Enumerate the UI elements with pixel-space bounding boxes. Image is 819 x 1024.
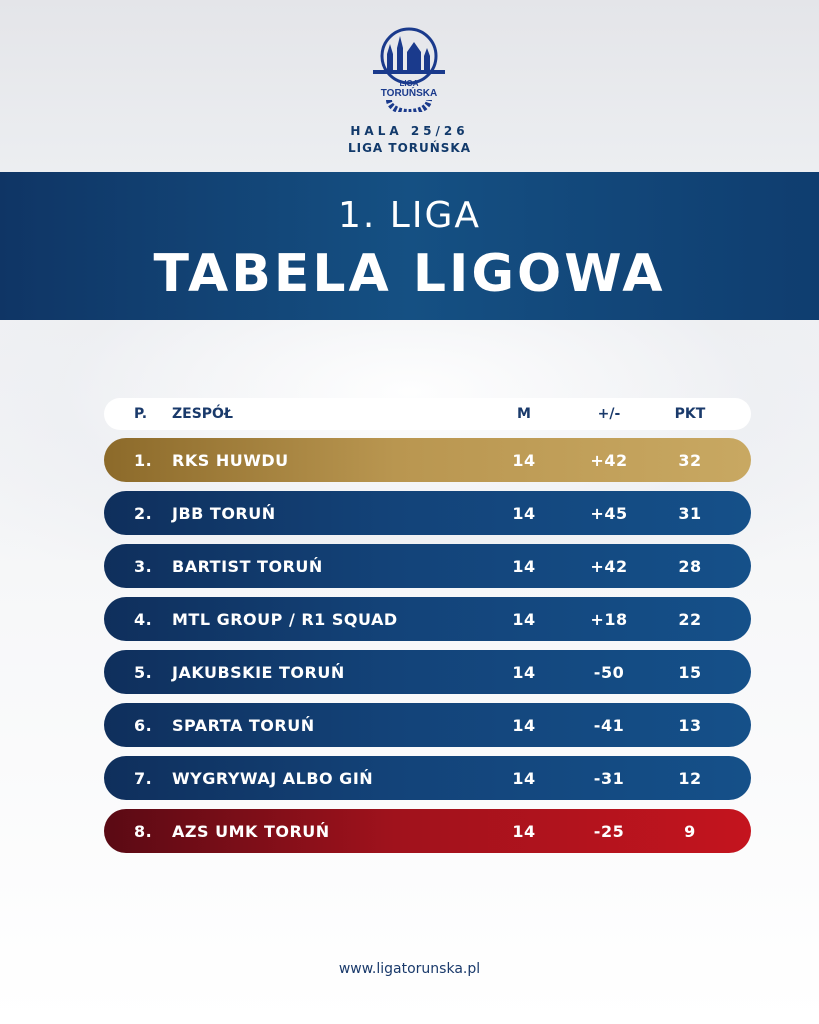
table-row: 2. JBB TORUŃ 14 +45 31 <box>104 491 751 535</box>
table-row: 5. JAKUBSKIE TORUŃ 14 -50 15 <box>104 650 751 694</box>
row-position: 8. <box>134 821 153 841</box>
row-points: 32 <box>678 450 702 470</box>
table-row: 7. WYGRYWAJ ALBO GIŃ 14 -31 12 <box>104 756 751 800</box>
row-matches: 14 <box>512 609 536 629</box>
organizer-label: LIGA TORUŃSKA <box>347 141 472 155</box>
row-position: 7. <box>134 768 153 788</box>
table-row: 4. MTL GROUP / R1 SQUAD 14 +18 22 <box>104 597 751 641</box>
col-team: ZESPÓŁ <box>172 406 233 422</box>
row-team: AZS UMK TORUŃ <box>172 821 330 841</box>
row-matches: 14 <box>512 768 536 788</box>
row-points: 28 <box>678 556 702 576</box>
liga-torunska-logo: LIGA TORUŃSKA <box>373 27 445 112</box>
table-header: P. ZESPÓŁ M +/- PKT <box>104 398 751 430</box>
row-points: 15 <box>678 662 702 682</box>
row-points: 9 <box>684 821 696 841</box>
svg-text:LIGA: LIGA <box>399 79 418 88</box>
table-row: 8. AZS UMK TORUŃ 14 -25 9 <box>104 809 751 853</box>
row-goal-diff: -41 <box>593 715 625 735</box>
row-matches: 14 <box>512 450 536 470</box>
row-position: 4. <box>134 609 153 629</box>
table-row: 3. BARTIST TORUŃ 14 +42 28 <box>104 544 751 588</box>
row-team: MTL GROUP / R1 SQUAD <box>172 609 398 629</box>
row-points: 22 <box>678 609 702 629</box>
row-matches: 14 <box>512 503 536 523</box>
table-row: 1. RKS HUWDU 14 +42 32 <box>104 438 751 482</box>
table-row: 6. SPARTA TORUŃ 14 -41 13 <box>104 703 751 747</box>
row-team: JBB TORUŃ <box>172 503 276 523</box>
row-goal-diff: -31 <box>593 768 625 788</box>
league-name: 1. LIGA <box>338 195 481 236</box>
row-goal-diff: +42 <box>590 450 628 470</box>
row-team: RKS HUWDU <box>172 450 289 470</box>
title-banner <box>0 172 819 320</box>
page-title: TABELA LIGOWA <box>153 244 666 304</box>
row-goal-diff: +45 <box>590 503 628 523</box>
header-area: LIGA TORUŃSKA HALA 25/26 LIGA TORUŃSKA <box>0 0 819 172</box>
row-goal-diff: -50 <box>593 662 625 682</box>
row-goal-diff: +18 <box>590 609 628 629</box>
row-team: JAKUBSKIE TORUŃ <box>172 662 345 682</box>
svg-text:TORUŃSKA: TORUŃSKA <box>381 86 437 99</box>
col-goal-diff: +/- <box>597 406 621 422</box>
row-position: 1. <box>134 450 153 470</box>
row-goal-diff: +42 <box>590 556 628 576</box>
row-position: 5. <box>134 662 153 682</box>
website-link[interactable]: www.ligatorunska.pl <box>338 961 481 977</box>
row-matches: 14 <box>512 662 536 682</box>
season-label: HALA 25/26 <box>350 124 469 138</box>
row-position: 3. <box>134 556 153 576</box>
col-points: PKT <box>674 406 706 422</box>
row-matches: 14 <box>512 821 536 841</box>
col-position: P. <box>134 406 148 422</box>
row-position: 6. <box>134 715 153 735</box>
col-matches: M <box>517 406 531 422</box>
row-position: 2. <box>134 503 153 523</box>
row-points: 12 <box>678 768 702 788</box>
row-team: SPARTA TORUŃ <box>172 715 315 735</box>
row-points: 13 <box>678 715 702 735</box>
row-team: BARTIST TORUŃ <box>172 556 323 576</box>
row-team: WYGRYWAJ ALBO GIŃ <box>172 768 374 788</box>
row-matches: 14 <box>512 715 536 735</box>
row-matches: 14 <box>512 556 536 576</box>
row-points: 31 <box>678 503 702 523</box>
row-goal-diff: -25 <box>593 821 625 841</box>
